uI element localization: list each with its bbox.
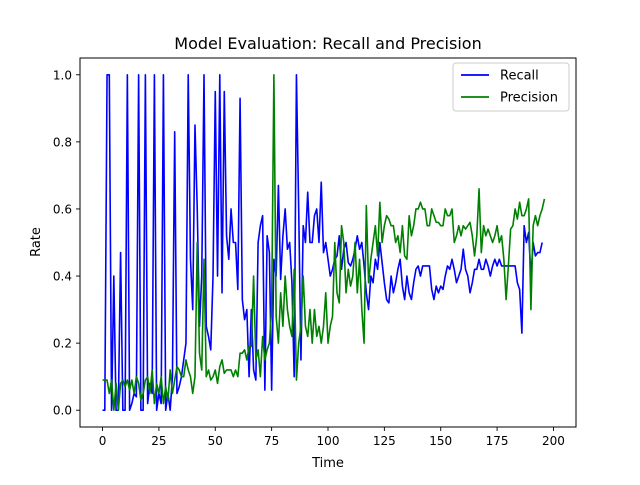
- x-tick-label: 0: [99, 434, 107, 448]
- chart-title: Model Evaluation: Recall and Precision: [174, 34, 481, 53]
- series-layer: [102, 73, 546, 412]
- x-axis-label: Time: [311, 456, 344, 471]
- x-axis-ticks: 0 25 50 75 100 125 150 175 200: [99, 427, 565, 448]
- x-tick-label: 25: [151, 434, 166, 448]
- y-tick-label: 1.0: [53, 68, 72, 82]
- plot-area: 0 25 50 75 100 125 150 175 200 0.0 0.2 0.4 0.6 0.8 1.…: [53, 57, 577, 448]
- y-tick-label: 0.6: [53, 202, 72, 216]
- y-axis-label: Rate: [29, 227, 44, 257]
- y-tick-label: 0.0: [53, 404, 72, 418]
- x-tick-label: 125: [373, 434, 396, 448]
- y-axis-ticks: 0.0 0.2 0.4 0.6 0.8 1.0: [53, 68, 80, 418]
- x-tick-label: 150: [429, 434, 452, 448]
- legend: Recall Precision: [452, 62, 570, 112]
- x-tick-label: 175: [486, 434, 509, 448]
- legend-precision-label: Precision: [500, 91, 558, 106]
- x-tick-label: 100: [317, 434, 340, 448]
- recall-series-line: [102, 73, 543, 412]
- y-tick-label: 0.4: [53, 270, 72, 284]
- x-tick-label: 75: [264, 434, 279, 448]
- x-tick-label: 200: [542, 434, 565, 448]
- x-tick-label: 50: [208, 434, 223, 448]
- legend-recall-label: Recall: [500, 69, 539, 84]
- precision-series-line: [102, 73, 546, 412]
- y-tick-label: 0.2: [53, 337, 72, 351]
- y-tick-label: 0.8: [53, 135, 72, 149]
